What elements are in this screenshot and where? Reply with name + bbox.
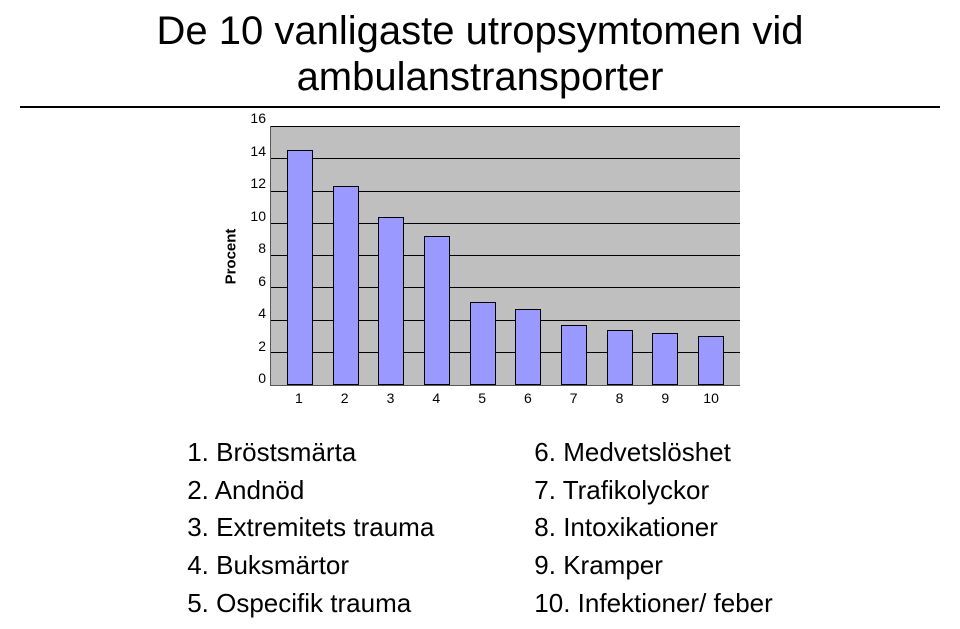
list-item: 9. Kramper xyxy=(534,547,772,585)
list-right: 6. Medvetslöshet7. Trafikolyckor8. Intox… xyxy=(534,434,772,622)
bar xyxy=(561,325,587,385)
title-line2: ambulanstransporter xyxy=(297,55,664,99)
list-left: 1. Bröstsmärta2. Andnöd3. Extremitets tr… xyxy=(187,434,434,622)
x-tick-label: 8 xyxy=(597,390,643,406)
list-item: 7. Trafikolyckor xyxy=(534,472,772,510)
bar xyxy=(287,150,313,385)
x-tick-label: 10 xyxy=(688,390,734,406)
x-axis: 12345678910 xyxy=(270,386,740,406)
y-axis-label-text: Procent xyxy=(223,228,240,284)
list-item: 8. Intoxikationer xyxy=(534,509,772,547)
symptom-lists: 1. Bröstsmärta2. Andnöd3. Extremitets tr… xyxy=(20,434,940,622)
page-title: De 10 vanligaste utropsymtomen vid ambul… xyxy=(20,8,940,100)
y-axis-label: Procent xyxy=(220,126,242,386)
bar xyxy=(378,217,404,385)
x-tick-label: 3 xyxy=(368,390,414,406)
x-tick-label: 5 xyxy=(459,390,505,406)
list-item: 6. Medvetslöshet xyxy=(534,434,772,472)
list-item: 10. Infektioner/ feber xyxy=(534,585,772,623)
slide: De 10 vanligaste utropsymtomen vid ambul… xyxy=(0,0,960,629)
bar xyxy=(515,309,541,385)
list-item: 1. Bröstsmärta xyxy=(187,434,434,472)
bar xyxy=(652,333,678,385)
list-item: 4. Buksmärtor xyxy=(187,547,434,585)
title-rule xyxy=(20,106,940,108)
bars xyxy=(271,126,740,385)
x-tick-label: 7 xyxy=(551,390,597,406)
list-item: 5. Ospecifik trauma xyxy=(187,585,434,623)
x-tick-label: 9 xyxy=(642,390,688,406)
bar xyxy=(470,302,496,385)
title-line1: De 10 vanligaste utropsymtomen vid xyxy=(157,9,804,53)
y-axis: 1614121086420 xyxy=(242,126,270,386)
x-tick-label: 1 xyxy=(276,390,322,406)
bar xyxy=(698,336,724,385)
x-tick-label: 2 xyxy=(322,390,368,406)
plot-area xyxy=(270,126,740,386)
chart: Procent 1614121086420 12345678910 xyxy=(220,126,740,406)
list-item: 2. Andnöd xyxy=(187,472,434,510)
x-tick-label: 4 xyxy=(413,390,459,406)
chart-area: Procent 1614121086420 xyxy=(220,126,740,386)
x-tick-label: 6 xyxy=(505,390,551,406)
list-item: 3. Extremitets trauma xyxy=(187,509,434,547)
bar xyxy=(607,330,633,385)
bar xyxy=(333,186,359,385)
bar xyxy=(424,236,450,385)
